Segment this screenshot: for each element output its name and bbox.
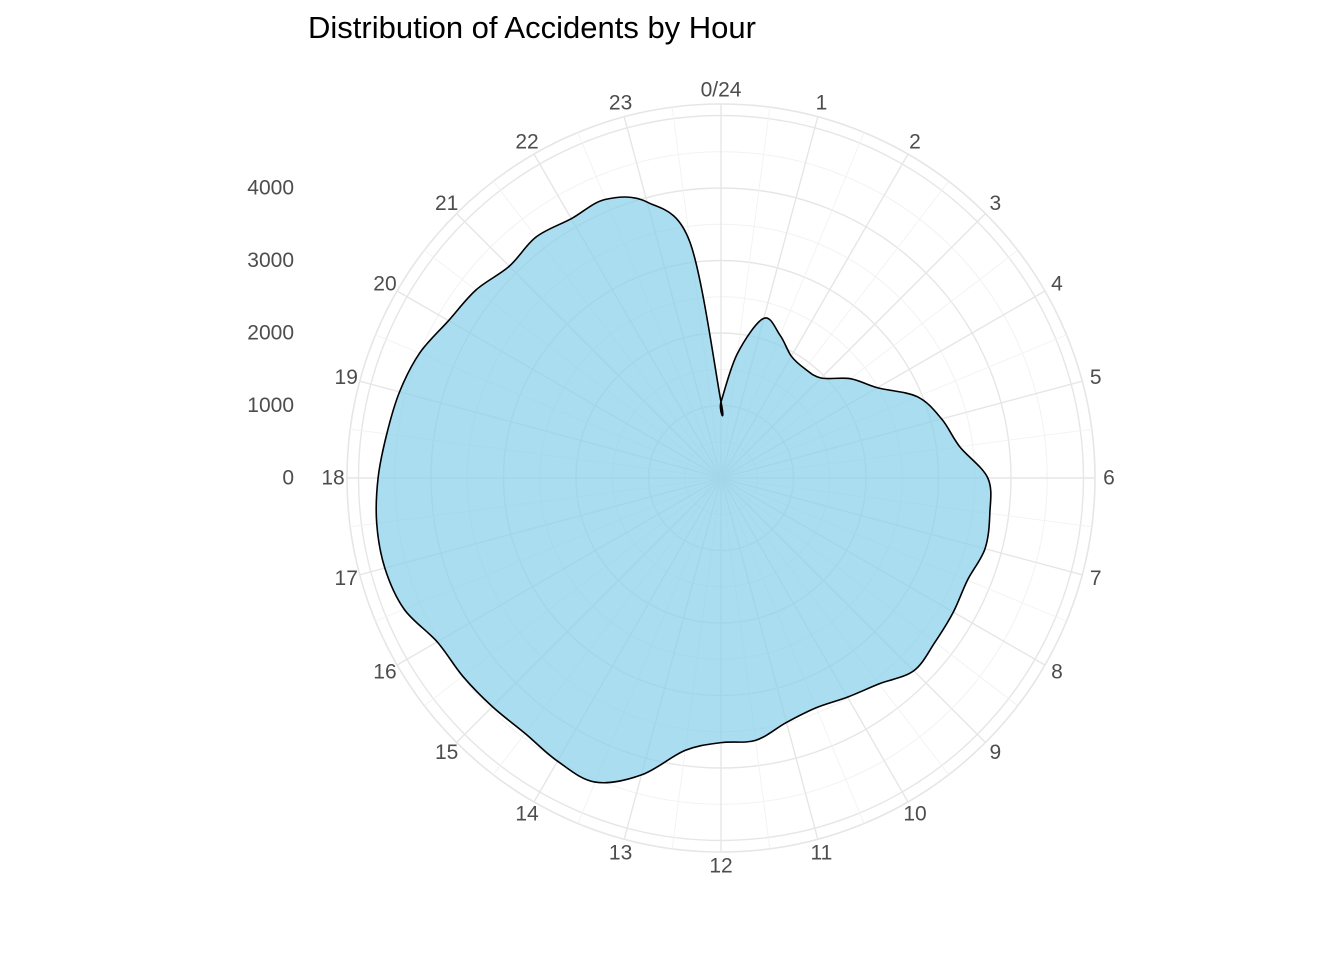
hour-tick-label: 17 xyxy=(335,567,358,590)
hour-tick-label: 21 xyxy=(435,192,458,215)
hour-tick-label: 15 xyxy=(435,741,458,764)
hour-tick-label: 14 xyxy=(515,803,539,826)
hour-tick-label: 19 xyxy=(335,366,358,389)
count-tick-label: 0 xyxy=(282,467,294,490)
accident-density-area xyxy=(375,196,992,784)
hour-tick-label: 16 xyxy=(373,661,396,684)
hour-tick-label: 10 xyxy=(903,803,926,826)
hour-tick-label: 3 xyxy=(990,192,1002,215)
count-tick-label: 1000 xyxy=(247,394,294,417)
hour-tick-label: 9 xyxy=(990,741,1002,764)
label-layer: 0/24123456789101112131415161718192021222… xyxy=(247,79,1115,878)
hour-tick-label: 4 xyxy=(1051,273,1063,296)
hour-tick-label: 6 xyxy=(1103,467,1115,490)
count-tick-label: 3000 xyxy=(247,249,294,272)
hour-tick-label: 7 xyxy=(1090,567,1102,590)
count-tick-label: 2000 xyxy=(247,322,294,345)
hour-tick-label: 8 xyxy=(1051,661,1063,684)
hour-tick-label: 18 xyxy=(321,467,344,490)
hour-tick-label: 13 xyxy=(609,841,632,864)
hour-tick-label: 1 xyxy=(816,92,828,115)
chart-title: Distribution of Accidents by Hour xyxy=(308,10,756,45)
hour-tick-label: 22 xyxy=(515,130,538,153)
hour-tick-label: 11 xyxy=(811,841,833,864)
hour-tick-label: 5 xyxy=(1090,366,1102,389)
hour-tick-label: 20 xyxy=(373,273,396,296)
count-tick-label: 4000 xyxy=(247,177,294,200)
hour-tick-label: 0/24 xyxy=(701,79,742,102)
hour-tick-label: 12 xyxy=(709,855,732,878)
area-layer xyxy=(375,196,992,784)
hour-tick-label: 2 xyxy=(909,130,921,153)
hour-tick-label: 23 xyxy=(609,92,632,115)
